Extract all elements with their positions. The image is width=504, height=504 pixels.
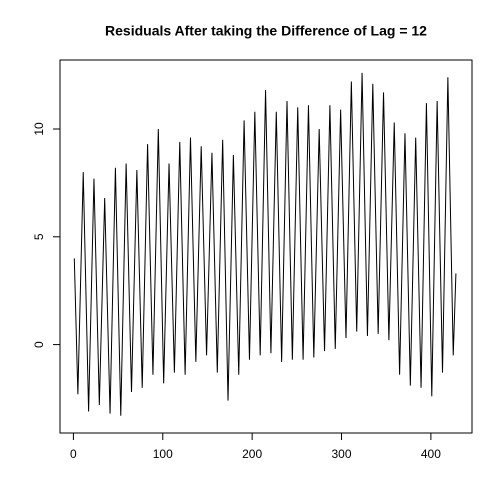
chart-title: Residuals After taking the Difference of… — [105, 23, 427, 39]
x-tick-label: 0 — [70, 447, 77, 461]
y-tick-label: 0 — [32, 341, 46, 348]
plot-box — [59, 59, 473, 434]
x-tick-label: 200 — [242, 447, 262, 461]
y-tick-label: 5 — [32, 233, 46, 240]
x-tick-label: 100 — [153, 447, 173, 461]
y-tick-label: 10 — [32, 122, 46, 136]
data-line — [73, 72, 457, 416]
x-tick-label: 400 — [421, 447, 441, 461]
x-tick-label: 300 — [332, 447, 352, 461]
